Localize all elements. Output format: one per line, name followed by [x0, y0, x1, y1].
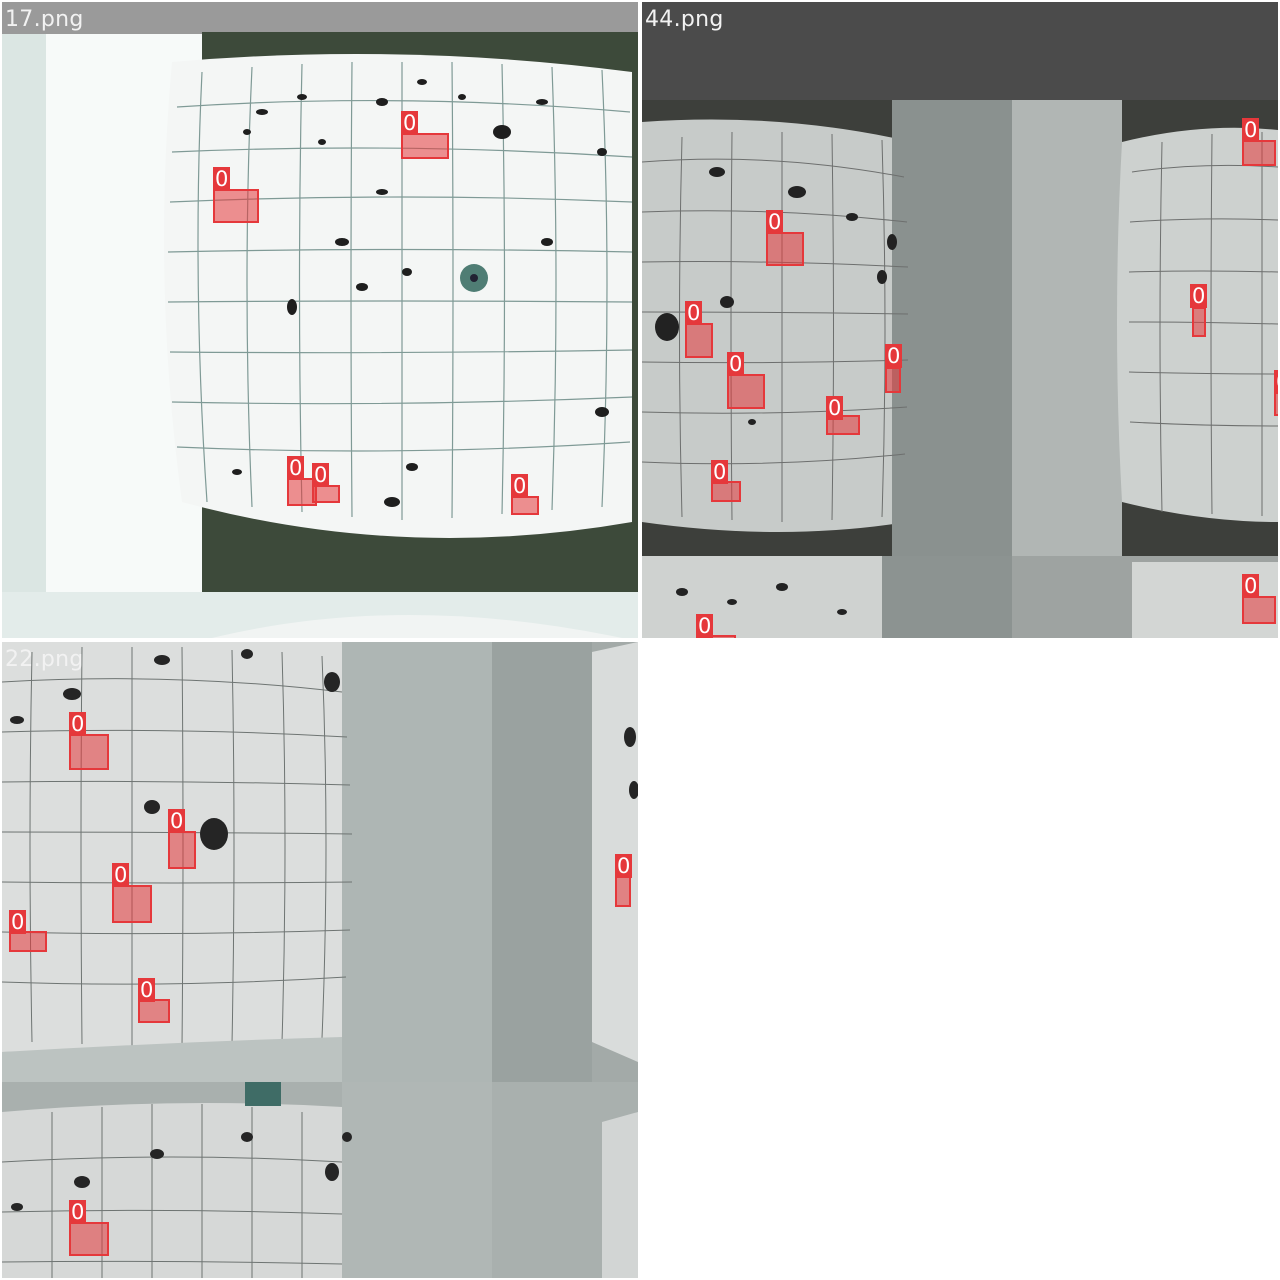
detection-class-label: 0 — [69, 712, 87, 736]
detection-class-label: 0 — [1242, 118, 1260, 142]
detection-class-label: 0 — [9, 910, 27, 934]
detection-box — [138, 999, 170, 1023]
detection-class-label: 0 — [711, 460, 729, 484]
detection-box — [1242, 140, 1276, 166]
detection-box — [168, 831, 196, 869]
detection-box — [401, 133, 449, 159]
mosaic-tile-44: 44.png 0 0 0 0 0 0 0 0 0 0 0 — [642, 2, 1278, 638]
detection-class-label: 0 — [696, 614, 714, 638]
detection-class-label: 0 — [312, 463, 330, 487]
detection-box — [112, 885, 152, 923]
detection-class-label: 0 — [766, 210, 784, 234]
detection-class-label: 0 — [112, 863, 130, 887]
detection-class-label: 0 — [1190, 284, 1208, 308]
detection-class-label: 0 — [168, 809, 186, 833]
detection-class-label: 0 — [1274, 370, 1278, 394]
detection-class-label: 0 — [287, 456, 305, 480]
detection-box — [885, 367, 901, 393]
image-filename: 17.png — [5, 7, 84, 32]
detection-class-label: 0 — [727, 352, 745, 376]
detection-class-label: 0 — [213, 167, 231, 191]
detection-class-label: 0 — [615, 854, 633, 878]
detection-box — [711, 481, 741, 502]
trap-photo-17 — [2, 2, 638, 638]
detection-box — [1192, 307, 1206, 337]
detection-box — [1242, 596, 1276, 624]
detection-box — [511, 496, 539, 515]
image-filename: 22.png — [5, 647, 84, 672]
detection-class-label: 0 — [69, 1200, 87, 1224]
image-filename: 44.png — [645, 7, 724, 32]
trap-photo-44 — [642, 2, 1278, 638]
detection-box — [9, 931, 47, 952]
detection-class-label: 0 — [1242, 574, 1260, 598]
detection-box — [213, 189, 259, 223]
detection-class-label: 0 — [826, 396, 844, 420]
detection-box — [727, 374, 765, 409]
detection-class-label: 0 — [685, 301, 703, 325]
detection-class-label: 0 — [401, 111, 419, 135]
detection-box — [69, 1222, 109, 1256]
detection-class-label: 0 — [138, 978, 156, 1002]
mosaic-tile-17: 17.png 0 0 0 0 0 — [2, 2, 638, 638]
detection-box — [1274, 392, 1278, 416]
detection-class-label: 0 — [885, 344, 903, 368]
detection-box — [685, 323, 713, 358]
detection-box — [766, 232, 804, 266]
detection-box — [69, 734, 109, 770]
detection-class-label: 0 — [511, 474, 529, 498]
detection-box — [312, 485, 340, 503]
mosaic-tile-22: 22.png 0 0 0 0 0 0 0 — [2, 642, 638, 1278]
